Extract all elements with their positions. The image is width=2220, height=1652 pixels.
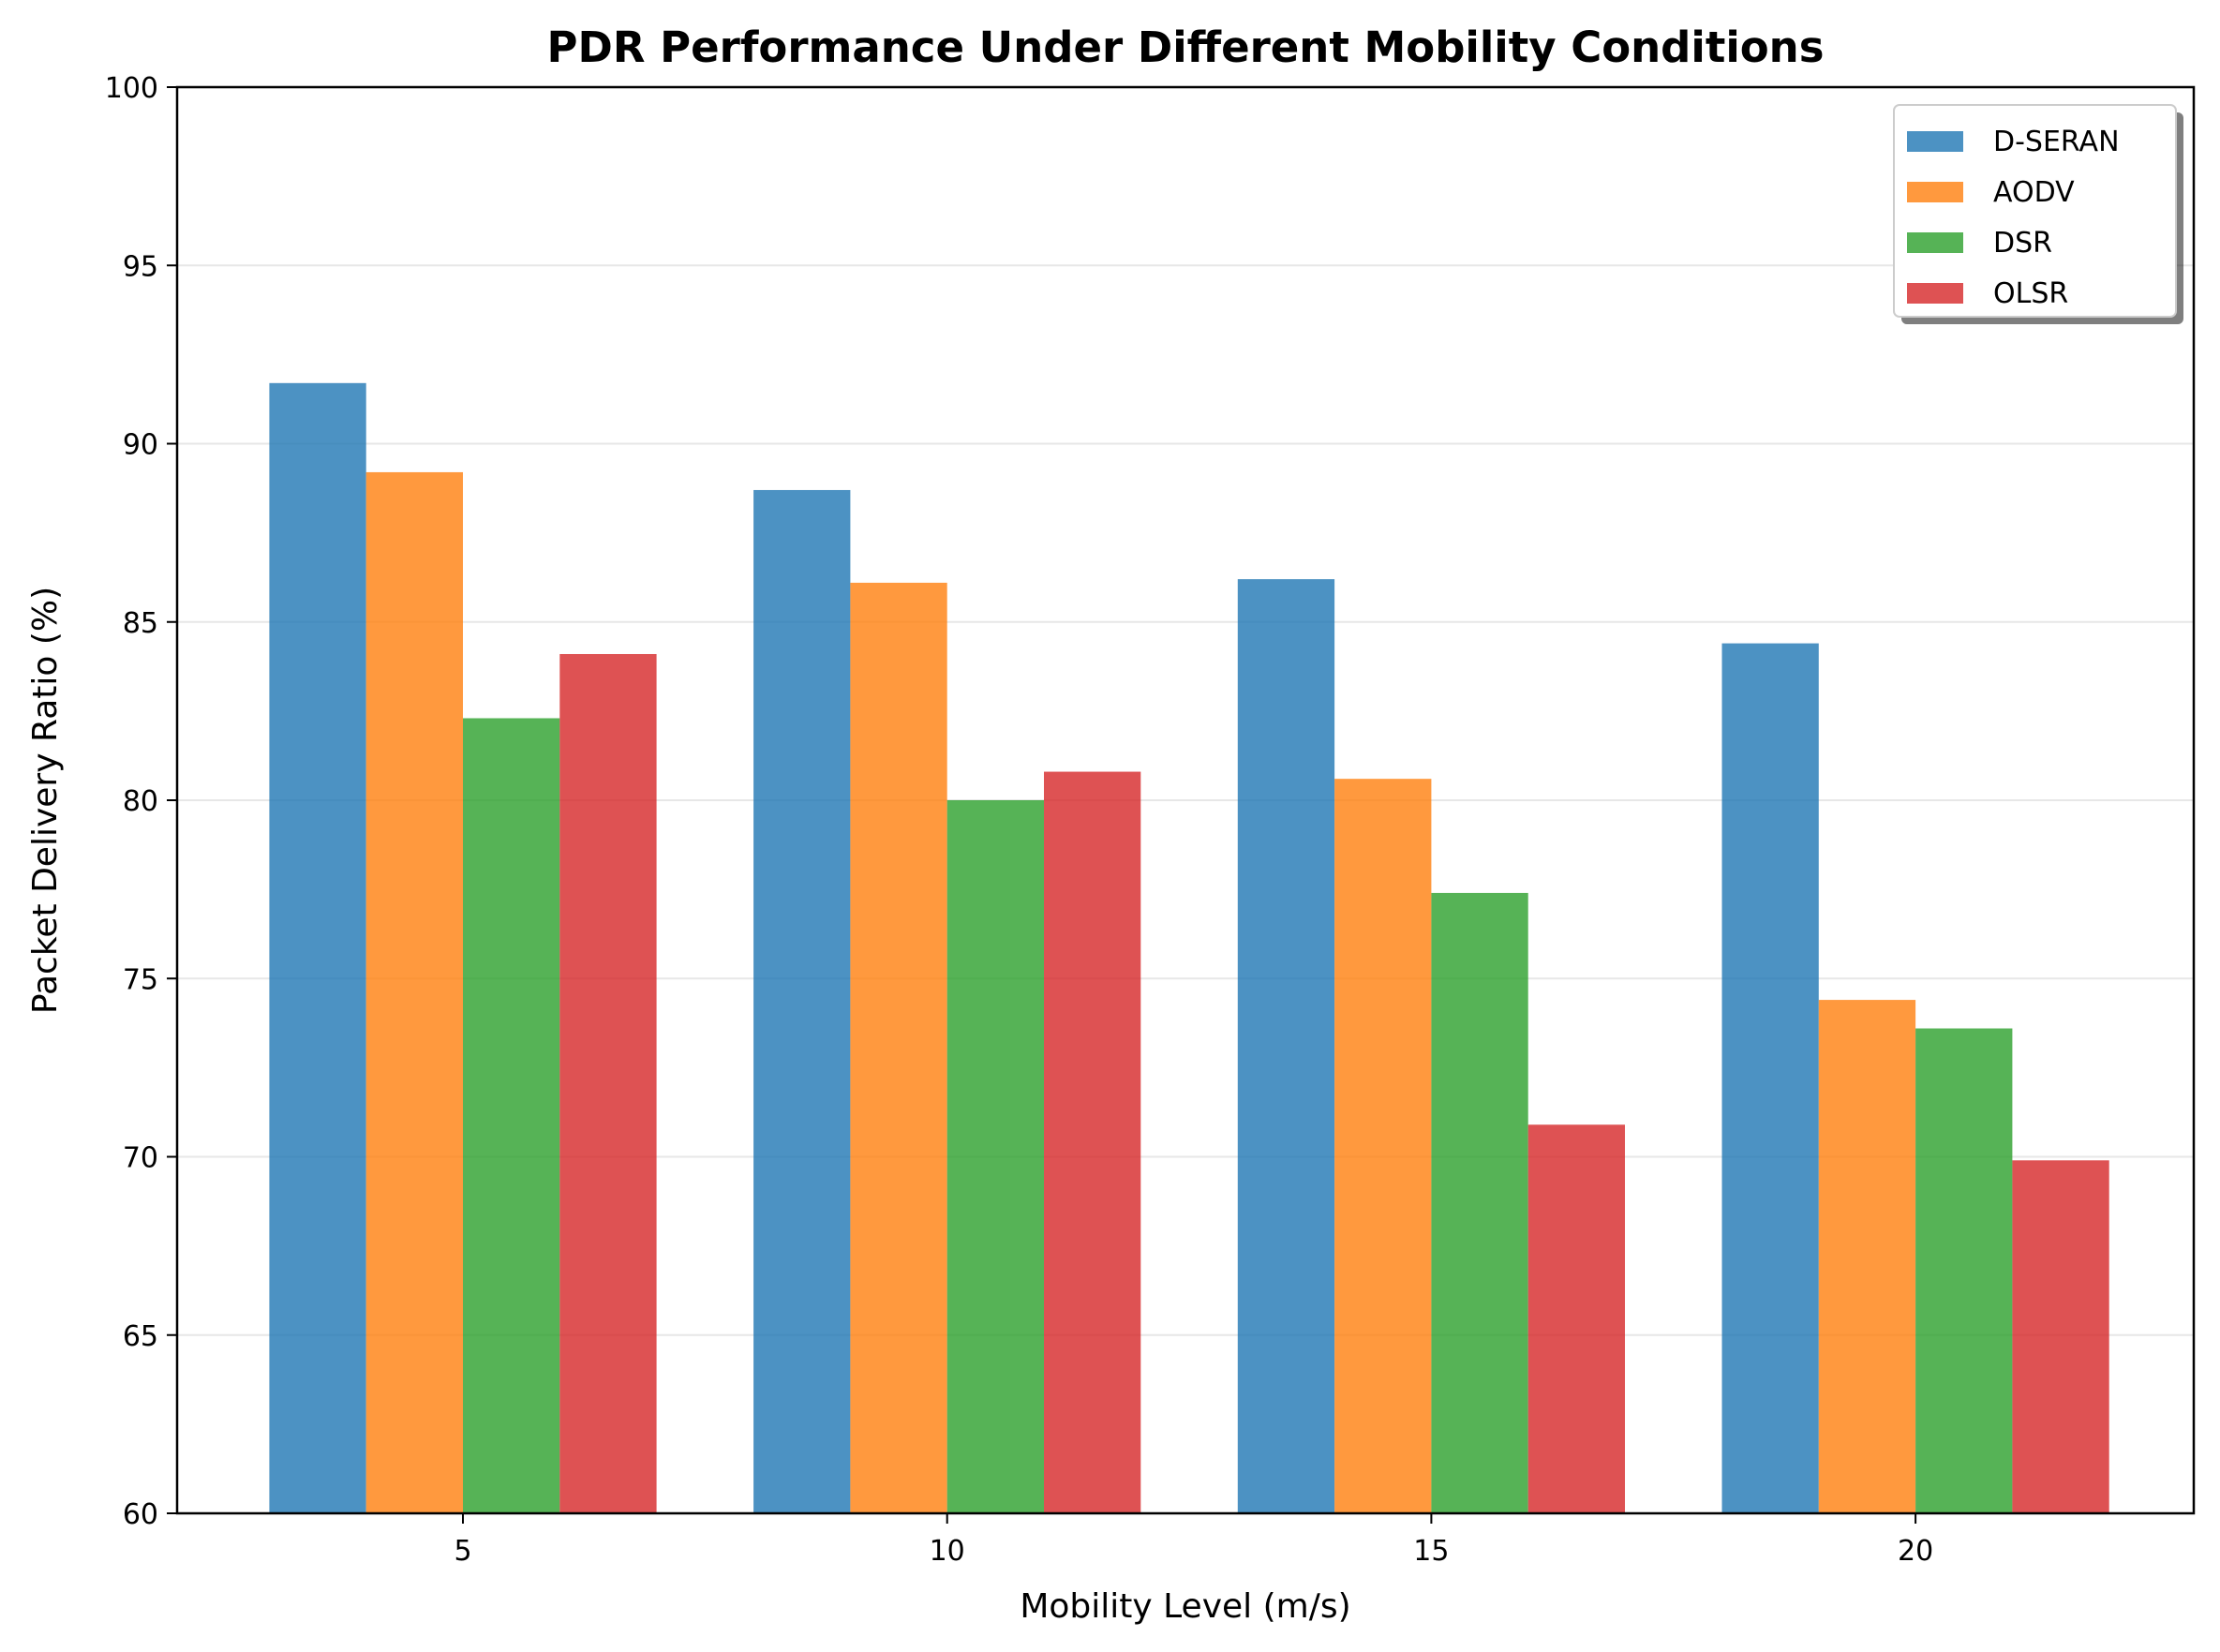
bar-dsr-20 [1915, 1028, 2013, 1513]
bar-d-seran-15 [1237, 579, 1335, 1513]
legend-swatch [1907, 131, 1963, 152]
bar-aodv-20 [1818, 1000, 1916, 1513]
bar-dsr-15 [1431, 892, 1528, 1513]
y-tick-label: 100 [105, 72, 158, 105]
x-axis-ticks: 5 10 15 20 [454, 1513, 1933, 1568]
y-axis-ticks: 60 65 70 75 80 85 90 95 100 [105, 72, 177, 1531]
chart-title: PDR Performance Under Different Mobility… [546, 22, 1824, 72]
x-tick-label: 5 [454, 1535, 471, 1568]
y-tick-label: 80 [123, 785, 158, 818]
legend-label: D-SERAN [1993, 126, 2120, 158]
bar-dsr-10 [946, 800, 1044, 1513]
legend: D-SERAN AODV DSR OLSR [1893, 104, 2183, 324]
x-tick-label: 20 [1898, 1535, 1933, 1568]
legend-swatch [1907, 232, 1963, 253]
x-axis-label: Mobility Level (m/s) [1020, 1587, 1350, 1626]
y-tick-label: 65 [123, 1320, 158, 1353]
legend-swatch [1907, 182, 1963, 202]
bar-aodv-5 [365, 471, 463, 1514]
bar-d-seran-5 [269, 382, 366, 1514]
y-tick-label: 60 [123, 1498, 158, 1531]
bar-olsr-5 [559, 653, 657, 1513]
y-tick-label: 95 [123, 250, 158, 283]
y-tick-label: 75 [123, 963, 158, 996]
legend-box [1893, 104, 2177, 318]
bar-aodv-10 [850, 582, 947, 1513]
bar-dsr-5 [463, 718, 560, 1513]
legend-label: OLSR [1993, 277, 2068, 310]
legend-swatch [1907, 283, 1963, 304]
bar-olsr-15 [1527, 1124, 1625, 1513]
y-axis-label: Packet Delivery Ratio (%) [26, 587, 65, 1014]
bar-olsr-10 [1044, 771, 1141, 1513]
bar-aodv-15 [1334, 779, 1432, 1513]
x-tick-label: 15 [1413, 1535, 1449, 1568]
y-tick-label: 70 [123, 1142, 158, 1175]
legend-label: AODV [1993, 176, 2075, 209]
bar-d-seran-10 [753, 489, 851, 1513]
y-tick-label: 90 [123, 429, 158, 462]
y-tick-label: 85 [123, 607, 158, 640]
legend-label: DSR [1993, 227, 2052, 260]
x-tick-label: 10 [930, 1535, 965, 1568]
bar-olsr-20 [2012, 1160, 2109, 1513]
bar-d-seran-20 [1721, 643, 1819, 1513]
bars [269, 382, 2109, 1514]
